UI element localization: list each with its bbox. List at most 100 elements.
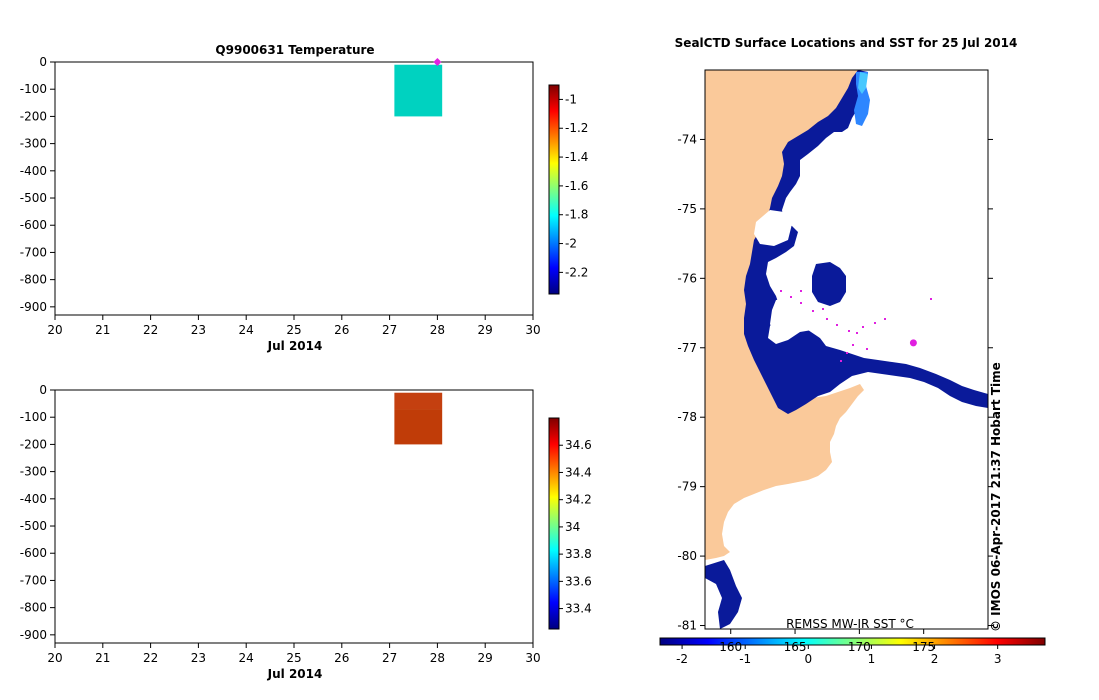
map-latitude-ticks: -74 -75 -76 -77 -78 -79 -80 -81 [677, 132, 993, 633]
lon-tick-label: 165 [784, 640, 807, 654]
temperature-panel: Q9900631 Temperature 20 21 22 23 24 25 26 27 28 2… [20, 43, 589, 353]
salinity-panel: 20 21 22 23 24 25 26 27 28 29 30 0 -100 -200 -300 -400… [20, 383, 592, 681]
y-tick-label: -700 [20, 245, 47, 259]
y-tick-label: -600 [20, 218, 47, 232]
profile-location-marker [909, 339, 917, 347]
colorbar-tick-label: -2 [676, 652, 688, 666]
y-tick-label: -100 [20, 410, 47, 424]
x-tick-label: 28 [430, 651, 445, 665]
lat-tick-label: -75 [677, 202, 697, 216]
x-tick-label: 25 [286, 651, 301, 665]
lat-tick-label: -80 [677, 549, 697, 563]
imos-credit: © IMOS 06-Apr-2017 21:37 Hobart Time [989, 362, 1003, 632]
open-water-northwest [754, 210, 792, 246]
colorbar-tick-label: -1.6 [565, 179, 588, 193]
x-tick-label: 29 [478, 651, 493, 665]
lat-tick-label: -81 [677, 619, 697, 633]
map-frame [704, 69, 989, 630]
y-tick-label: -400 [20, 492, 47, 506]
x-tick-label: 29 [478, 323, 493, 337]
salinity-y-ticks: 0 -100 -200 -300 -400 -500 -600 -700 -800 -900 [20, 383, 55, 642]
temperature-title: Q9900631 Temperature [215, 43, 374, 57]
data-cell [394, 392, 443, 410]
data-cell [394, 64, 443, 117]
colorbar-tick-label: -1.4 [565, 150, 588, 164]
x-tick-label: 22 [143, 651, 158, 665]
x-tick-label: 22 [143, 323, 158, 337]
colorbar-tick-label: 1 [868, 652, 876, 666]
colorbar-tick-label: 2 [931, 652, 939, 666]
salinity-cells [394, 392, 443, 445]
salinity-colorbar [548, 417, 560, 630]
salinity-x-axis-label: Jul 2014 [267, 667, 323, 681]
x-tick-label: 25 [286, 323, 301, 337]
temperature-y-ticks: 0 -100 -200 -300 -400 -500 -600 -700 -800 -900 [20, 55, 55, 314]
y-tick-label: 0 [39, 383, 47, 397]
colorbar-tick-label: 34.4 [565, 465, 592, 479]
temperature-colorbar-ticks: -1 -1.2 -1.4 -1.6 -1.8 -2 -2.2 [559, 92, 588, 279]
lon-tick-label: 175 [912, 640, 935, 654]
colorbar-tick-label: -2.2 [565, 265, 588, 279]
x-tick-label: 24 [239, 323, 254, 337]
map-colorbar [659, 637, 1046, 646]
x-tick-label: 30 [525, 323, 540, 337]
x-tick-label: 23 [191, 323, 206, 337]
y-tick-label: -500 [20, 519, 47, 533]
lat-tick-label: -74 [677, 132, 697, 146]
colorbar-tick-label: 0 [804, 652, 812, 666]
y-tick-label: -200 [20, 109, 47, 123]
y-tick-label: -500 [20, 191, 47, 205]
colorbar-tick-label: 34 [565, 520, 580, 534]
colorbar-tick-label: 34.2 [565, 493, 592, 507]
lon-tick-label: 160 [719, 640, 742, 654]
x-tick-label: 20 [47, 323, 62, 337]
lat-tick-label: -79 [677, 480, 697, 494]
colorbar-tick-label: -2 [565, 237, 577, 251]
y-tick-label: -200 [20, 437, 47, 451]
temperature-plot-area [54, 61, 534, 316]
sst-warm-patch-north-2 [858, 72, 868, 94]
x-tick-label: 27 [382, 651, 397, 665]
salinity-x-ticks: 20 21 22 23 24 25 26 27 28 29 30 [47, 643, 541, 665]
lat-tick-label: -78 [677, 410, 697, 424]
lon-tick-label: 170 [848, 640, 871, 654]
map-contents [705, 70, 988, 629]
x-tick-label: 26 [334, 323, 349, 337]
x-tick-label: 21 [95, 323, 110, 337]
y-tick-label: -700 [20, 573, 47, 587]
x-tick-label: 20 [47, 651, 62, 665]
colorbar-tick-label: 3 [994, 652, 1002, 666]
colorbar-tick-label: 33.6 [565, 574, 592, 588]
x-tick-label: 24 [239, 651, 254, 665]
y-tick-label: -600 [20, 546, 47, 560]
y-tick-label: -800 [20, 601, 47, 615]
x-tick-label: 26 [334, 651, 349, 665]
sst-map-panel: SealCTD Surface Locations and SST for 25… [659, 36, 1046, 666]
colorbar-tick-label: -1.8 [565, 208, 588, 222]
y-tick-label: -300 [20, 137, 47, 151]
y-tick-label: -400 [20, 164, 47, 178]
temperature-x-axis-label: Jul 2014 [267, 339, 323, 353]
profile-marker [433, 58, 442, 66]
map-colorbar-label: REMSS MW-IR SST °C [786, 617, 914, 631]
data-cell [394, 409, 443, 445]
open-water-region [770, 296, 910, 354]
x-tick-label: 23 [191, 651, 206, 665]
x-tick-label: 28 [430, 323, 445, 337]
colorbar-tick-label: 33.8 [565, 547, 592, 561]
x-tick-label: 27 [382, 323, 397, 337]
lat-tick-label: -76 [677, 271, 697, 285]
colorbar-tick-label: -1.2 [565, 121, 588, 135]
sst-southwest-patch [705, 560, 742, 629]
x-tick-label: 30 [525, 651, 540, 665]
map-title: SealCTD Surface Locations and SST for 25… [675, 36, 1018, 50]
temperature-colorbar [548, 84, 560, 295]
salinity-plot-area [54, 389, 534, 644]
sst-island-patch [812, 262, 846, 306]
y-tick-label: -100 [20, 82, 47, 96]
y-tick-label: -900 [20, 300, 47, 314]
y-tick-label: -900 [20, 628, 47, 642]
x-tick-label: 21 [95, 651, 110, 665]
land-mass [705, 70, 864, 560]
